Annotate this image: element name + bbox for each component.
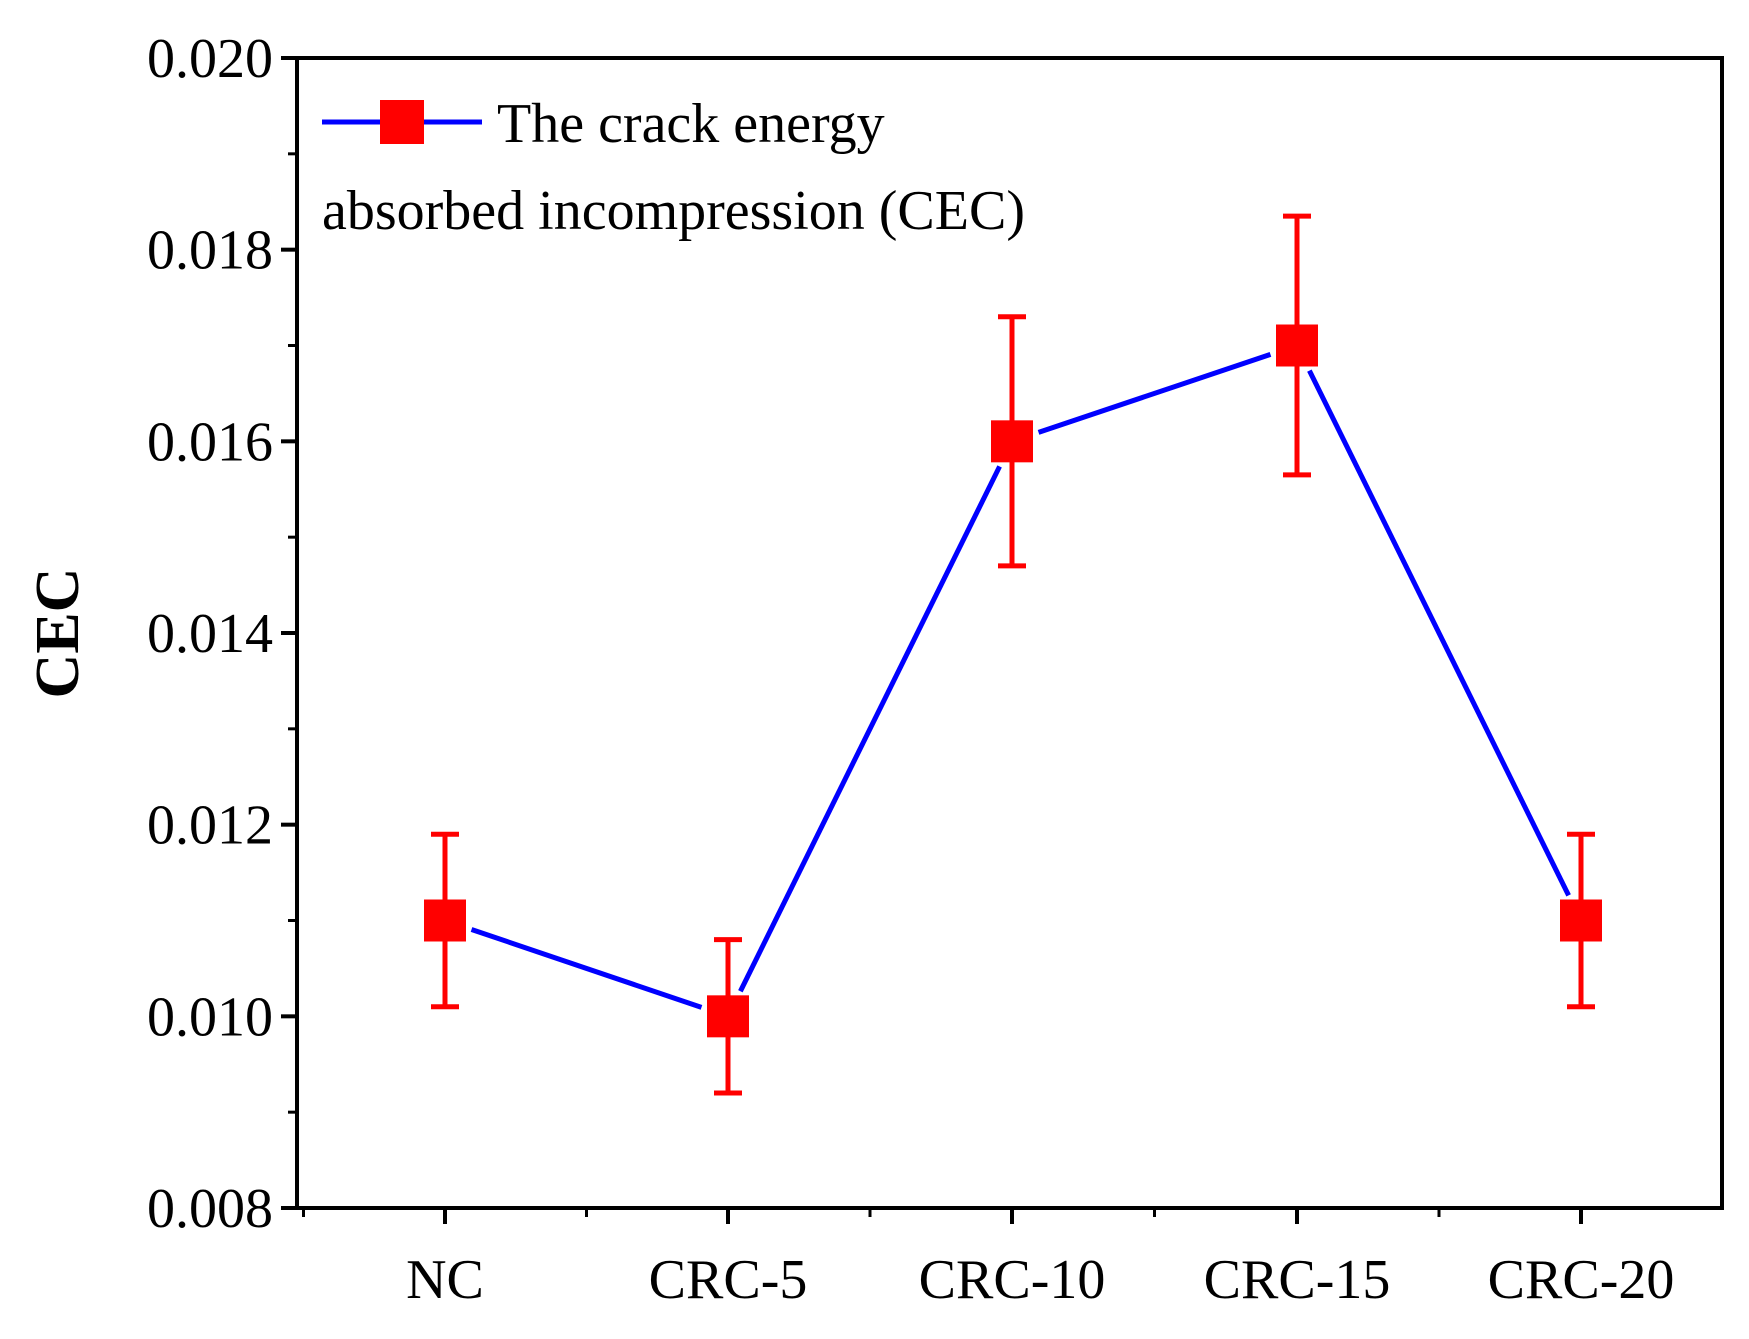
data-point-4 [1560, 899, 1602, 942]
legend: The crack energy absorbed incompression … [322, 93, 1025, 242]
legend-label-line-2: absorbed incompression (CEC) [322, 180, 1025, 242]
x-tick-label-3: CRC-15 [1204, 1249, 1391, 1311]
x-tick-label-4: CRC-20 [1488, 1249, 1675, 1311]
markers-group [424, 324, 1602, 1038]
series-line-segment-1 [738, 465, 1002, 993]
y-tick-label-5: 0.018 [147, 220, 273, 282]
series-line-group [470, 352, 1571, 1010]
legend-label-line-1: The crack energy [497, 93, 885, 155]
x-tick-labels: NC CRC-5 CRC-10 CRC-15 CRC-20 [406, 1249, 1674, 1311]
error-bars-group [431, 213, 1595, 1096]
data-point-0 [424, 899, 466, 942]
data-point-3 [1276, 324, 1318, 367]
data-point-1 [707, 995, 749, 1038]
data-point-2 [991, 420, 1033, 463]
series-line-segment-2 [1037, 352, 1272, 435]
x-tick-label-1: CRC-5 [649, 1249, 808, 1311]
y-tick-label-4: 0.016 [147, 411, 273, 473]
x-tick-label-0: NC [406, 1249, 484, 1311]
y-tick-label-2: 0.012 [147, 795, 273, 857]
legend-marker-swatch [380, 100, 424, 144]
y-tick-labels: 0.008 0.010 0.012 0.014 0.016 0.018 0.020 [147, 28, 273, 1240]
y-tick-label-1: 0.010 [147, 986, 273, 1048]
series-line-segment-0 [470, 927, 703, 1010]
y-tick-label-3: 0.014 [147, 603, 273, 665]
y-tick-label-0: 0.008 [147, 1178, 273, 1240]
x-tick-label-2: CRC-10 [919, 1249, 1106, 1311]
axis-ticks [281, 56, 1583, 1224]
series-line-segment-3 [1307, 369, 1571, 897]
y-axis-title: CEC [24, 568, 92, 699]
y-tick-label-6: 0.020 [147, 28, 273, 90]
